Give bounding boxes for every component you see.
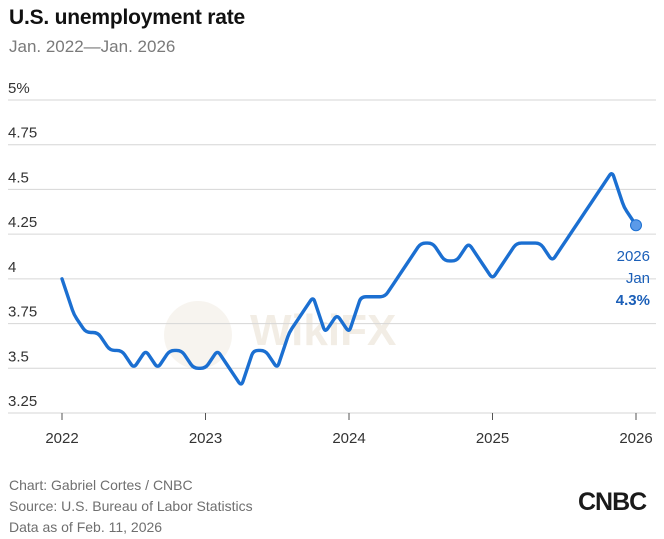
x-tick-label: 2022: [45, 430, 78, 447]
chart-subtitle: Jan. 2022—Jan. 2026: [9, 37, 176, 56]
y-tick-label: 4.75: [8, 125, 37, 142]
x-tick-label: 2023: [189, 430, 222, 447]
latest-point-marker: [630, 219, 642, 232]
y-tick-label: 4: [8, 259, 16, 276]
annotation-month: Jan: [626, 270, 650, 287]
x-tick-label: 2024: [332, 430, 365, 447]
x-tick-label: 2025: [476, 430, 509, 447]
y-tick-label: 3.5: [8, 348, 29, 365]
chart-source: Source: U.S. Bureau of Labor Statistics: [9, 498, 253, 514]
y-tick-label: 4.25: [8, 214, 37, 231]
annotation-value: 4.3%: [616, 292, 650, 309]
y-tick-label: 5%: [8, 80, 30, 97]
chart-footer: Chart: Gabriel Cortes / CNBC Source: U.S…: [9, 475, 253, 538]
annotation-year: 2026: [617, 248, 650, 265]
chart-title: U.S. unemployment rate: [9, 6, 245, 29]
cnbc-logo: CNBC: [578, 488, 648, 516]
unemployment-rate-line: [60, 172, 638, 386]
y-tick-label: 3.75: [8, 304, 37, 321]
data-date: Data as of Feb. 11, 2026: [9, 519, 163, 535]
chart-credit: Chart: Gabriel Cortes / CNBC: [9, 477, 193, 493]
y-tick-label: 3.25: [8, 393, 37, 410]
y-tick-label: 4.5: [8, 169, 29, 186]
x-tick-label: 2026: [619, 430, 652, 447]
cnbc-logo-text: CNBC: [578, 488, 647, 516]
